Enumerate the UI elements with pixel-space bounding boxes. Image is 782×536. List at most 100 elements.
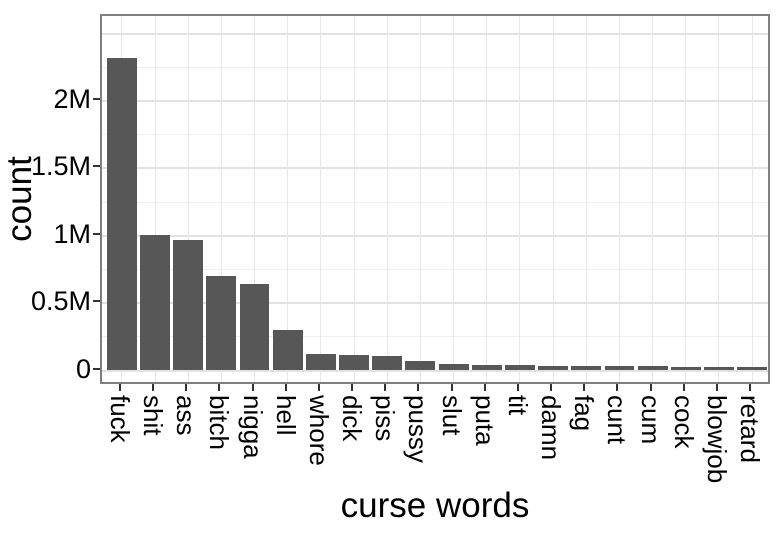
bar-fuck bbox=[106, 57, 137, 371]
x-tick-mark bbox=[715, 384, 718, 391]
y-tick-mark bbox=[93, 97, 100, 100]
gridline-vertical bbox=[486, 16, 488, 382]
gridline-vertical bbox=[585, 16, 587, 382]
bar-retard bbox=[737, 367, 768, 371]
y-tick-label: 0 bbox=[75, 353, 91, 384]
gridline-vertical bbox=[685, 16, 687, 382]
x-tick-mark bbox=[616, 384, 619, 391]
x-tick-label: fuck bbox=[104, 395, 135, 443]
x-tick-mark bbox=[384, 384, 387, 391]
x-tick-label: slut bbox=[436, 395, 467, 436]
x-tick-mark bbox=[583, 384, 586, 391]
gridline-vertical bbox=[320, 16, 322, 382]
x-tick-mark bbox=[417, 384, 420, 391]
x-tick-label: damn bbox=[536, 395, 567, 461]
x-tick-mark bbox=[649, 384, 652, 391]
x-tick-label: cock bbox=[668, 395, 699, 449]
x-tick-label: puta bbox=[469, 395, 500, 446]
bar-nigga bbox=[239, 284, 270, 371]
x-tick-label: ass bbox=[171, 395, 202, 436]
x-tick-mark bbox=[682, 384, 685, 391]
x-tick-mark bbox=[185, 384, 188, 391]
gridline-major bbox=[102, 369, 768, 372]
bar-piss bbox=[372, 355, 403, 371]
gridline-major bbox=[102, 302, 768, 305]
gridline-vertical bbox=[519, 16, 521, 382]
bar-cunt bbox=[604, 366, 635, 371]
x-tick-label: tit bbox=[502, 395, 533, 416]
gridline-vertical bbox=[287, 16, 289, 382]
x-tick-mark bbox=[483, 384, 486, 391]
gridline-vertical bbox=[718, 16, 720, 382]
x-tick-label: fag bbox=[569, 395, 600, 432]
x-tick-label: hell bbox=[270, 395, 301, 436]
x-tick-mark bbox=[450, 384, 453, 391]
gridline-minor bbox=[102, 336, 768, 338]
gridline-minor bbox=[102, 268, 768, 270]
y-tick-mark bbox=[93, 232, 100, 235]
y-tick-label: 1.5M bbox=[30, 151, 91, 182]
x-tick-mark bbox=[749, 384, 752, 391]
x-tick-mark bbox=[218, 384, 221, 391]
x-tick-mark bbox=[317, 384, 320, 391]
x-tick-label: piss bbox=[370, 395, 401, 442]
x-tick-label: whore bbox=[303, 395, 334, 466]
x-tick-mark bbox=[351, 384, 354, 391]
bar-puta bbox=[471, 364, 502, 371]
bar-dick bbox=[339, 355, 369, 371]
y-tick-label: 0.5M bbox=[30, 286, 91, 317]
x-tick-label: shit bbox=[138, 395, 169, 436]
gridline-vertical bbox=[652, 16, 654, 382]
gridline-vertical bbox=[386, 16, 388, 382]
bar-tit bbox=[504, 365, 535, 371]
gridline-vertical bbox=[552, 16, 554, 382]
y-tick-label: 2M bbox=[53, 83, 91, 114]
gridline-vertical bbox=[353, 16, 355, 382]
y-tick-mark bbox=[93, 300, 100, 303]
gridline-vertical bbox=[419, 16, 421, 382]
gridline-minor bbox=[102, 134, 768, 136]
bar-slut bbox=[438, 364, 469, 371]
x-tick-label: cum bbox=[635, 395, 666, 445]
x-tick-label: cunt bbox=[602, 395, 633, 445]
gridline-major bbox=[102, 99, 768, 102]
plot-panel bbox=[100, 14, 770, 384]
bar-shit bbox=[140, 235, 170, 371]
x-tick-label: dick bbox=[337, 395, 368, 442]
gridline-vertical bbox=[220, 16, 222, 382]
x-tick-mark bbox=[284, 384, 287, 391]
gridline-minor bbox=[102, 201, 768, 203]
x-tick-label: pussy bbox=[403, 395, 434, 463]
bar-ass bbox=[173, 240, 204, 371]
x-tick-mark bbox=[152, 384, 155, 391]
y-tick-mark bbox=[93, 367, 100, 370]
bar-whore bbox=[305, 354, 336, 371]
gridline-major bbox=[102, 32, 768, 35]
gridline-vertical bbox=[453, 16, 455, 382]
x-tick-label: nigga bbox=[237, 395, 268, 459]
bar-bitch bbox=[206, 276, 237, 371]
gridline-vertical bbox=[618, 16, 620, 382]
gridline-vertical bbox=[254, 16, 256, 382]
y-tick-label: 1M bbox=[53, 218, 91, 249]
bar-cum bbox=[637, 366, 668, 371]
bar-damn bbox=[538, 365, 568, 371]
gridline-major bbox=[102, 167, 768, 170]
bar-fag bbox=[571, 365, 602, 371]
gridline-vertical bbox=[154, 16, 156, 382]
gridline-major bbox=[102, 234, 768, 237]
x-axis-title: curse words bbox=[340, 486, 530, 525]
bar-hell bbox=[272, 330, 303, 371]
x-tick-label: retard bbox=[735, 395, 766, 463]
x-tick-mark bbox=[251, 384, 254, 391]
bar-blowjob bbox=[704, 366, 734, 371]
x-tick-mark bbox=[118, 384, 121, 391]
x-tick-label: bitch bbox=[204, 395, 235, 450]
x-tick-mark bbox=[516, 384, 519, 391]
bar-cock bbox=[670, 366, 701, 371]
gridline-vertical bbox=[751, 16, 753, 382]
bar-pussy bbox=[405, 361, 436, 371]
gridline-minor bbox=[102, 66, 768, 68]
gridline-vertical bbox=[187, 16, 189, 382]
